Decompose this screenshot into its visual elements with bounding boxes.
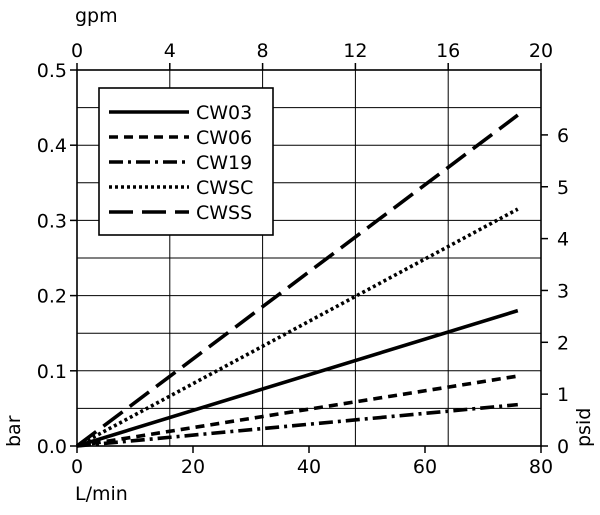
y-left-tick-label: 0.4 xyxy=(37,135,67,157)
legend-label-cw03: CW03 xyxy=(196,102,252,124)
y-right-tick-label: 0 xyxy=(557,436,569,458)
y-left-tick-label: 0.1 xyxy=(37,361,67,383)
x-top-tick-label: 12 xyxy=(343,40,367,62)
x-top-tick-label: 4 xyxy=(164,40,176,62)
y-right-axis-title: psid xyxy=(573,408,595,447)
series-line-cwsc xyxy=(76,207,519,448)
y-right-tick-label: 3 xyxy=(557,280,569,302)
x-top-tick-label: 20 xyxy=(529,40,553,62)
y-left-tick-label: 0.0 xyxy=(37,436,67,458)
ticks-layer: 0 20 40 60 800 4 8 12 16 200.00.10.20.30.40.50123… xyxy=(37,40,569,478)
series-layer xyxy=(75,113,519,448)
y-left-tick-label: 0.3 xyxy=(37,210,67,232)
y-right-tick-label: 4 xyxy=(557,229,569,251)
y-left-axis-title: bar xyxy=(3,415,25,447)
legend: CW03 CW06 CW19 CWSC CWSS xyxy=(98,87,274,236)
x-bottom-tick-label: 20 xyxy=(181,456,205,478)
x-top-tick-label: 8 xyxy=(257,40,269,62)
x-bottom-tick-label: 80 xyxy=(529,456,553,478)
x-bottom-axis-title: L/min xyxy=(75,483,128,505)
series-line-cwss xyxy=(75,113,519,448)
x-top-axis-title: gpm xyxy=(75,5,118,27)
x-top-tick-label: 0 xyxy=(71,40,83,62)
legend-label-cw06: CW06 xyxy=(196,127,252,149)
y-left-tick-label: 0.5 xyxy=(37,60,67,82)
series-line-cw03 xyxy=(76,308,519,448)
series-line-cw19 xyxy=(76,402,518,448)
y-right-tick-label: 5 xyxy=(557,177,569,199)
legend-label-cwss: CWSS xyxy=(196,202,252,224)
legend-label-cwsc: CWSC xyxy=(196,177,253,199)
y-right-tick-label: 2 xyxy=(557,332,569,354)
x-top-tick-label: 16 xyxy=(436,40,460,62)
x-bottom-tick-label: 0 xyxy=(71,456,83,478)
x-bottom-tick-label: 60 xyxy=(413,456,437,478)
x-bottom-tick-label: 40 xyxy=(297,456,321,478)
y-left-tick-label: 0.2 xyxy=(37,286,67,308)
y-right-tick-label: 1 xyxy=(557,384,569,406)
legend-label-cw19: CW19 xyxy=(196,152,252,174)
y-right-tick-label: 6 xyxy=(557,125,569,147)
